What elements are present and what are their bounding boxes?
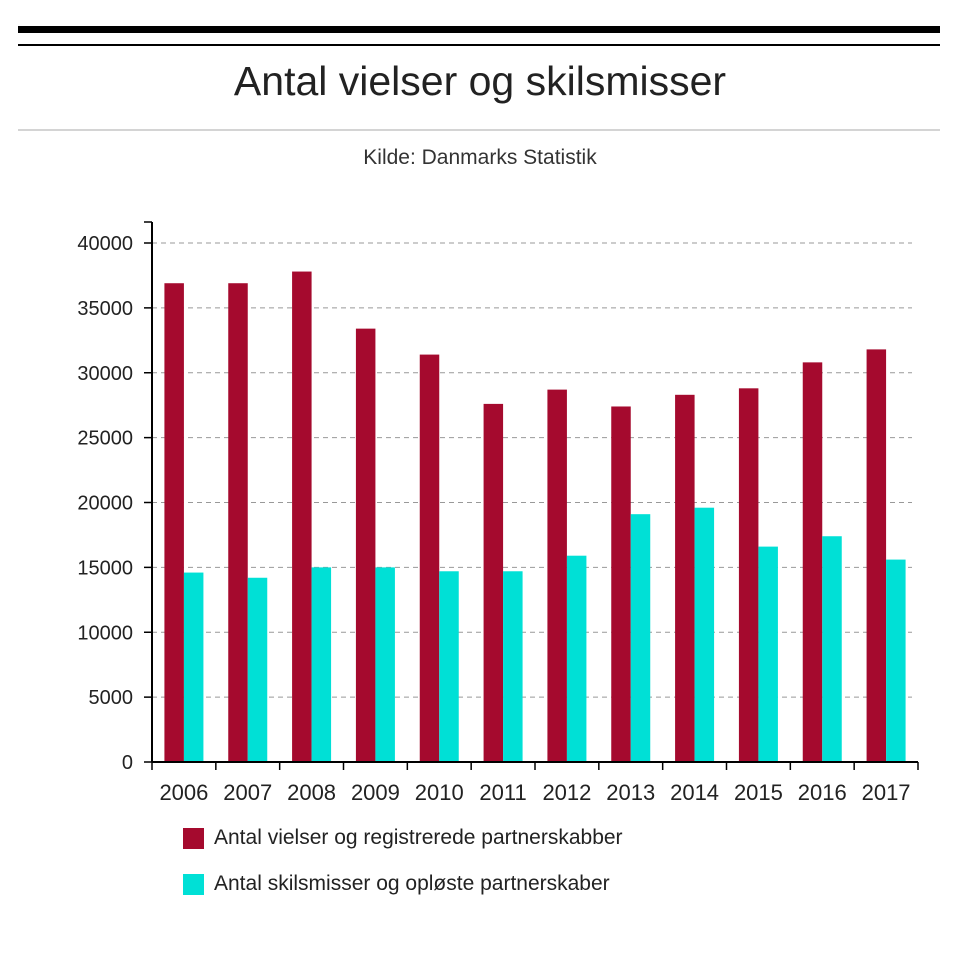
bar-divorces-2016	[822, 536, 842, 762]
bar-marriages-2007	[228, 283, 248, 762]
x-tick-label: 2007	[223, 780, 272, 805]
bar-divorces-2010	[439, 571, 459, 762]
bar-marriages-2006	[164, 283, 184, 762]
y-tick-label: 15000	[77, 557, 133, 579]
y-tick-label: 25000	[77, 428, 133, 450]
x-tick-label: 2016	[798, 780, 847, 805]
bar-marriages-2014	[675, 394, 695, 762]
y-tick-label: 10000	[77, 622, 133, 644]
bar-marriages-2010	[419, 354, 440, 762]
bar-divorces-2017	[886, 559, 906, 762]
bar-marriages-2016	[802, 362, 823, 762]
title-divider	[18, 129, 940, 131]
bar-divorces-2015	[758, 546, 778, 762]
top-rule-thin	[18, 44, 940, 46]
x-tick-label: 2012	[542, 780, 591, 805]
x-tick-label: 2011	[479, 780, 526, 805]
bar-marriages-2011	[483, 403, 504, 762]
y-tick-label: 0	[122, 752, 133, 774]
bar-marriages-2008	[292, 271, 312, 762]
x-tick-label: 2013	[606, 780, 655, 805]
bar-divorces-2006	[183, 572, 204, 762]
y-tick-label: 30000	[77, 363, 133, 385]
y-tick-label: 20000	[77, 493, 133, 515]
x-tick-label: 2014	[670, 780, 719, 805]
y-tick-label: 35000	[77, 298, 133, 320]
legend-label: Antal skilsmisser og opløste partnerskab…	[214, 872, 610, 895]
bar-divorces-2012	[566, 555, 587, 762]
legend-swatch	[183, 873, 204, 895]
x-tick-label: 2006	[159, 780, 208, 805]
bar-marriages-2013	[611, 406, 631, 762]
x-tick-label: 2017	[862, 780, 911, 805]
bar-divorces-2011	[503, 571, 523, 762]
x-tick-label: 2009	[351, 780, 400, 805]
legend-item-divorces[interactable]: Antal skilsmisser og opløste partnerskab…	[183, 872, 610, 896]
bar-divorces-2007	[247, 577, 268, 762]
chart-subtitle: Kilde: Danmarks Statistik	[363, 146, 597, 169]
bar-divorces-2009	[375, 567, 395, 762]
legend-label: Antal vielser og registrerede partnerska…	[214, 826, 623, 849]
x-tick-label: 2010	[415, 780, 464, 805]
bar-divorces-2008	[311, 567, 332, 762]
x-tick-label: 2008	[287, 780, 336, 805]
bar-marriages-2009	[355, 328, 376, 762]
x-tick-label: 2015	[734, 780, 783, 805]
bar-marriages-2012	[547, 389, 567, 762]
bar-marriages-2015	[738, 388, 759, 762]
bar-divorces-2014	[694, 507, 715, 762]
legend-swatch	[183, 827, 204, 849]
top-rule-thick	[18, 26, 940, 33]
y-tick-label: 5000	[89, 687, 134, 709]
legend-item-marriages[interactable]: Antal vielser og registrerede partnerska…	[183, 826, 623, 850]
bar-marriages-2017	[866, 349, 887, 762]
bar-divorces-2013	[630, 514, 651, 762]
y-tick-label: 40000	[77, 233, 133, 255]
chart-title: Antal vielser og skilsmisser	[233, 58, 727, 104]
